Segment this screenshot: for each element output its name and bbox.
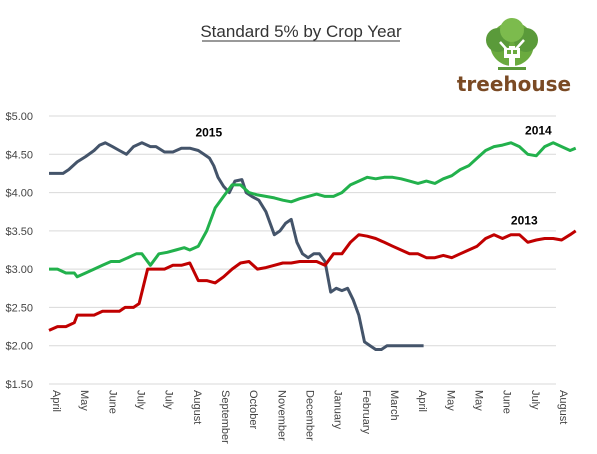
series-label-2015: 2015 <box>195 126 222 140</box>
y-tick-label: $2.50 <box>5 302 33 314</box>
x-tick-label: April <box>50 390 62 412</box>
y-tick-label: $4.50 <box>5 149 33 161</box>
x-tick-label: July <box>135 390 147 410</box>
series-label-2014: 2014 <box>525 123 552 137</box>
y-tick-label: $4.00 <box>5 188 33 200</box>
series-lines <box>48 141 577 351</box>
x-tick-label: December <box>304 390 316 441</box>
y-tick-label: $3.50 <box>5 226 33 238</box>
x-tick-label: January <box>332 390 344 430</box>
brand-name: treehouse <box>457 72 571 96</box>
y-tick-label: $2.00 <box>5 341 33 353</box>
series-line-2013 <box>48 229 577 332</box>
y-tick-label: $5.00 <box>5 111 33 123</box>
y-axis: $1.50 $2.00 $2.50 $3.00 $3.50 $4.00 $4.50 $5.00 <box>5 111 33 391</box>
x-tick-label: March <box>388 390 400 421</box>
x-tick-label: May <box>444 390 456 411</box>
treehouse-logo: treehouse <box>457 18 571 96</box>
series-label-2013: 2013 <box>511 214 538 228</box>
x-tick-label: July <box>529 390 541 410</box>
chart-title: Standard 5% by Crop Year <box>200 22 402 41</box>
x-tick-label: July <box>163 390 175 410</box>
series-line-2014 <box>49 141 577 279</box>
series-labels: 2015 2014 2013 <box>195 123 552 227</box>
x-tick-label: August <box>191 390 203 424</box>
x-tick-label: August <box>557 390 569 424</box>
x-tick-label: June <box>501 390 513 414</box>
series-line-2015 <box>49 141 424 351</box>
x-tick-label: November <box>275 390 287 441</box>
x-tick-label: October <box>247 390 259 429</box>
y-tick-label: $3.00 <box>5 264 33 276</box>
x-tick-label: February <box>360 390 372 435</box>
x-tick-label: April <box>416 390 428 412</box>
x-axis: April May June July July August September Octob… <box>50 390 569 444</box>
y-tick-label: $1.50 <box>5 379 33 391</box>
x-tick-label: May <box>78 390 90 411</box>
x-tick-label: June <box>106 390 118 414</box>
x-tick-label: May <box>473 390 485 411</box>
tree-logo-icon <box>486 18 538 70</box>
x-tick-label: September <box>219 390 231 444</box>
